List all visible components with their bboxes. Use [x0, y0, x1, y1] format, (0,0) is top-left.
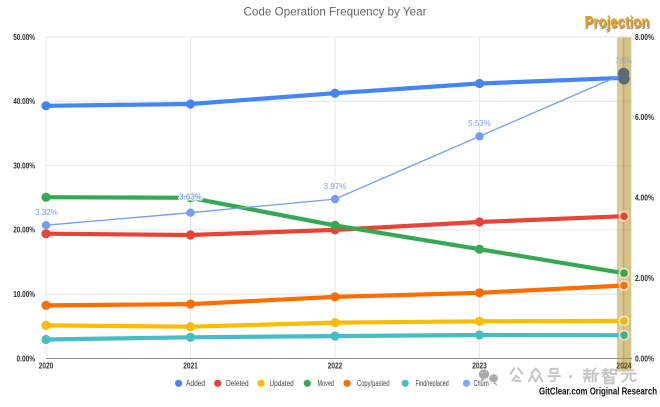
svg-text:Projection: Projection [585, 14, 650, 31]
svg-text:5.53%: 5.53% [468, 119, 491, 128]
svg-text:2021: 2021 [183, 361, 198, 371]
svg-text:3.97%: 3.97% [324, 182, 347, 191]
svg-text:2.00%: 2.00% [635, 273, 654, 283]
svg-text:30.00%: 30.00% [13, 160, 35, 170]
svg-text:20.00%: 20.00% [13, 225, 35, 235]
svg-text:Churn: Churn [474, 378, 489, 388]
svg-text:8.00%: 8.00% [635, 32, 654, 42]
svg-text:2023: 2023 [472, 361, 487, 371]
svg-text:6.00%: 6.00% [635, 112, 654, 122]
svg-text:3.32%: 3.32% [35, 208, 58, 217]
svg-text:Find/replaced: Find/replaced [416, 378, 449, 388]
svg-text:0.00%: 0.00% [635, 353, 654, 363]
svg-text:Code Operation Frequency by Ye: Code Operation Frequency by Year [244, 5, 427, 19]
svg-text:Added: Added [186, 378, 205, 388]
svg-text:2022: 2022 [328, 361, 343, 371]
svg-text:50.00%: 50.00% [13, 32, 35, 42]
svg-text:Updated: Updated [270, 378, 294, 388]
svg-text:2020: 2020 [39, 361, 54, 371]
svg-text:7.09%: 7.09% [615, 57, 632, 66]
svg-text:GitClear.com Original Research: GitClear.com Original Research [539, 386, 657, 397]
svg-text:3.63%: 3.63% [179, 193, 202, 202]
svg-text:Deleted: Deleted [226, 378, 249, 388]
svg-text:Copy/pasted: Copy/pasted [357, 378, 390, 388]
svg-text:40.00%: 40.00% [13, 96, 35, 106]
svg-text:2024: 2024 [616, 361, 631, 371]
svg-text:Moved: Moved [318, 378, 335, 388]
svg-text:0.00%: 0.00% [17, 353, 36, 363]
svg-text:3.63%: 3.63% [179, 193, 202, 202]
svg-text:10.00%: 10.00% [13, 289, 35, 299]
svg-text:4.00%: 4.00% [635, 193, 654, 203]
